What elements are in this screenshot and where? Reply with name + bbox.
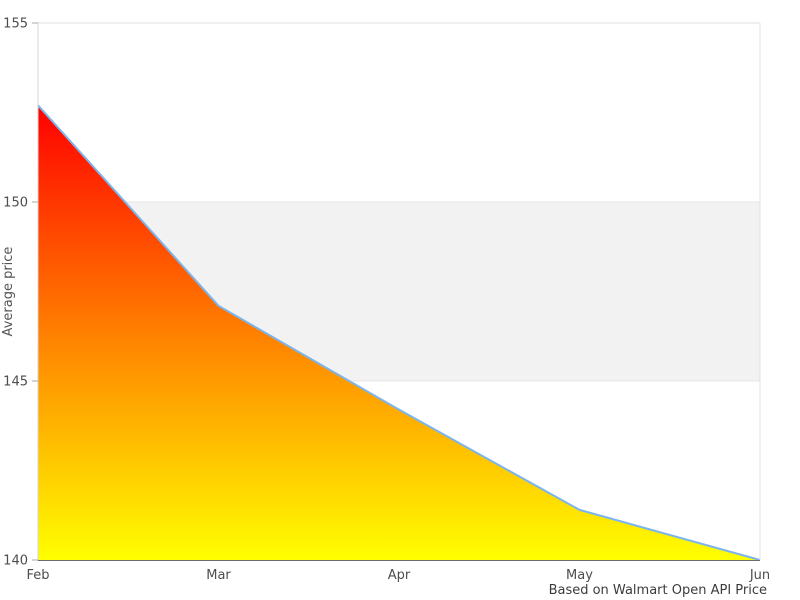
y-tick-label: 145 — [3, 375, 28, 390]
x-tick-label: Jun — [749, 568, 770, 583]
y-tick-label: 140 — [3, 554, 28, 569]
x-tick-label: May — [566, 568, 593, 583]
series-line — [37, 104, 761, 561]
y-axis-title: Average price — [1, 247, 16, 337]
area-series — [38, 105, 760, 560]
x-tick-label: Apr — [388, 568, 411, 583]
chart-caption: Based on Walmart Open API Price — [548, 583, 767, 598]
x-tick-label: Mar — [206, 568, 231, 583]
x-tick-label: Feb — [26, 568, 49, 583]
y-tick-label: 150 — [3, 196, 28, 211]
y-tick-label: 155 — [3, 17, 28, 32]
